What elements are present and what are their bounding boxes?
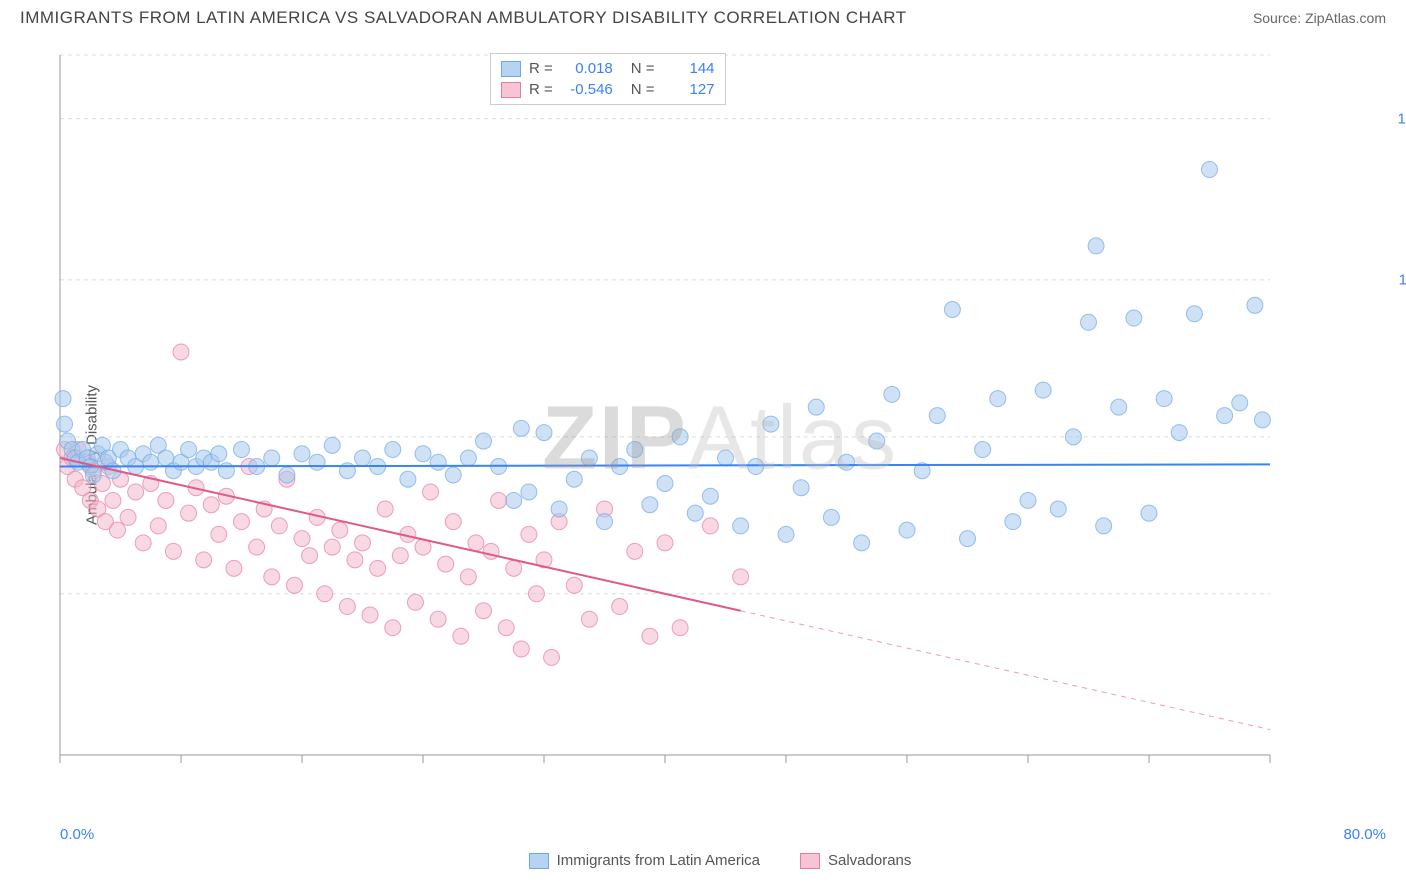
legend-label: Salvadorans [828, 852, 911, 869]
legend-n-label: N = [631, 81, 655, 98]
source-label: Source: ZipAtlas.com [1253, 10, 1386, 26]
chart-title: IMMIGRANTS FROM LATIN AMERICA VS SALVADO… [20, 8, 907, 28]
legend-item: Salvadorans [800, 852, 911, 869]
legend-swatch [501, 61, 521, 77]
legend-swatch [529, 853, 549, 869]
legend-n-label: N = [631, 60, 655, 77]
legend-label: Immigrants from Latin America [557, 852, 760, 869]
chart-area: Ambulatory Disability ZIPAtlas R = 0.018… [50, 45, 1390, 865]
x-tick-label: 80.0% [1343, 826, 1386, 843]
y-tick-label: 15.0% [1397, 110, 1406, 127]
legend-swatch [800, 853, 820, 869]
legend-correlation: R = 0.018 N = 144 R = -0.546 N = 127 [490, 53, 726, 105]
legend-item: Immigrants from Latin America [529, 852, 760, 869]
legend-r-label: R = [529, 60, 553, 77]
x-tick-label: 0.0% [60, 826, 94, 843]
legend-n-value: 144 [663, 60, 715, 77]
legend-row: R = -0.546 N = 127 [501, 79, 715, 100]
legend-n-value: 127 [663, 81, 715, 98]
legend-series: Immigrants from Latin America Salvadoran… [50, 852, 1390, 869]
legend-r-value: -0.546 [561, 81, 613, 98]
legend-swatch [501, 82, 521, 98]
chart-svg [50, 45, 1330, 805]
legend-row: R = 0.018 N = 144 [501, 58, 715, 79]
legend-r-value: 0.018 [561, 60, 613, 77]
legend-r-label: R = [529, 81, 553, 98]
y-tick-label: 11.2% [1399, 271, 1406, 288]
